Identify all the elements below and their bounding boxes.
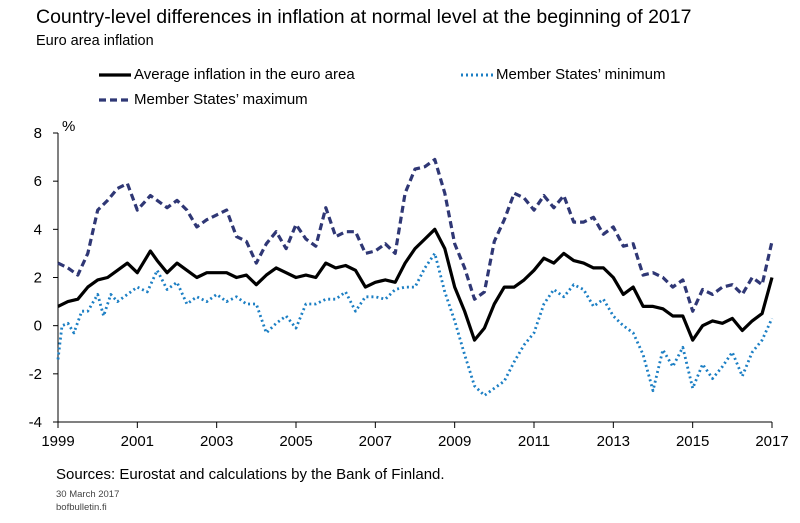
chart-title: Country-level differences in inflation a… — [36, 6, 692, 28]
x-tick-label: 2007 — [359, 433, 392, 450]
y-tick-label: -2 — [29, 366, 42, 383]
series-line-minimum — [56, 252, 774, 397]
x-tick-label: 2005 — [279, 433, 312, 450]
y-axis-unit: % — [62, 118, 75, 135]
y-tick-label: 0 — [34, 318, 42, 335]
x-tick-label: 1999 — [41, 433, 74, 450]
x-tick-label: 2013 — [597, 433, 630, 450]
chart-subtitle: Euro area inflation — [36, 33, 154, 49]
x-tick-label: 2001 — [121, 433, 154, 450]
source-note: Sources: Eurostat and calculations by th… — [56, 466, 445, 483]
legend-label-maximum: Member States’ maximum — [134, 91, 308, 108]
legend-item-average: Average inflation in the euro area — [98, 66, 355, 83]
x-tick-label: 2015 — [676, 433, 709, 450]
series-line-maximum — [57, 157, 774, 313]
x-tick-label: 2009 — [438, 433, 471, 450]
legend-label-minimum: Member States’ minimum — [496, 66, 666, 83]
publication-date: 30 March 2017 — [56, 489, 120, 500]
x-tick-label: 2011 — [518, 433, 550, 450]
y-tick-label: 8 — [34, 125, 42, 142]
y-tick-label: -4 — [29, 414, 42, 431]
x-tick-label: 2003 — [200, 433, 233, 450]
legend-swatch-dashed-line — [99, 97, 131, 102]
site-name: bofbulletin.fi — [56, 502, 107, 513]
legend-swatch-dotted-line — [461, 73, 493, 76]
legend-item-minimum: Member States’ minimum — [460, 66, 665, 83]
y-tick-label: 6 — [34, 173, 42, 190]
y-tick-label: 4 — [34, 221, 42, 238]
y-tick-label: 2 — [34, 270, 42, 287]
legend-swatch-solid-line — [99, 72, 131, 77]
legend-label-average: Average inflation in the euro area — [134, 66, 355, 83]
series-line-average — [57, 227, 774, 342]
x-tick-label: 2017 — [755, 433, 788, 450]
legend-item-maximum: Member States’ maximum — [98, 91, 308, 108]
